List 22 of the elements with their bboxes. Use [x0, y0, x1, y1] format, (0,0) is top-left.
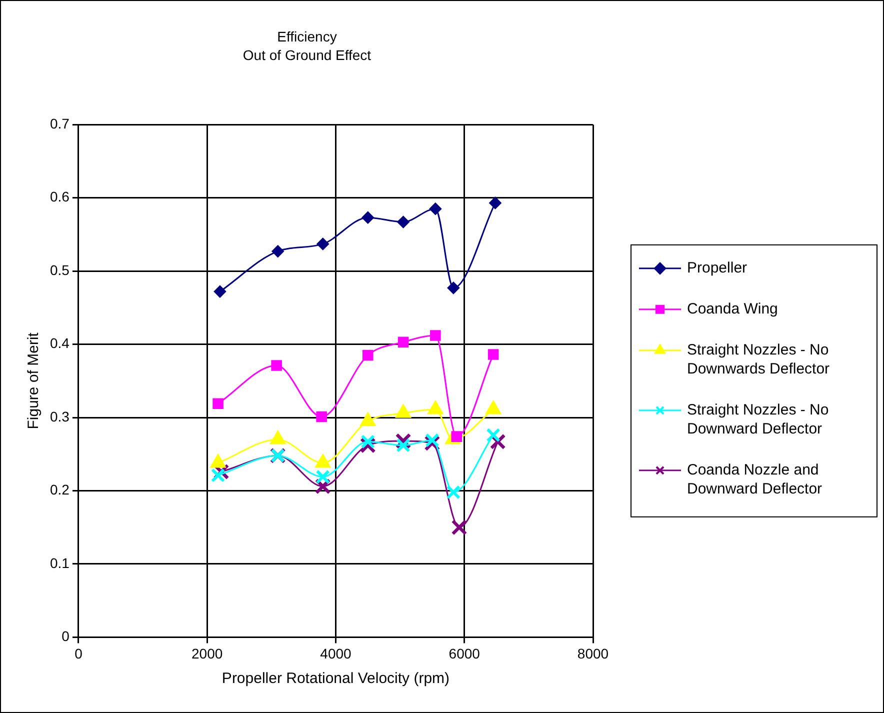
- chart-subtitle: Out of Ground Effect: [242, 47, 372, 64]
- y-tick-label: 0.3: [50, 408, 70, 424]
- y-tick-label: 0.5: [50, 262, 70, 278]
- x-tick-label: 4000: [320, 645, 352, 662]
- y-tick-label: 0.1: [50, 554, 70, 571]
- y-tick-label: 0.6: [50, 188, 70, 205]
- y-tick-label: 0.2: [50, 482, 70, 498]
- y-axis-title: Figure of Merit: [25, 332, 42, 430]
- y-tick-label: 0.4: [50, 335, 70, 352]
- y-tick-label: 0: [62, 628, 70, 644]
- legend-label: Coanda Wing: [687, 300, 778, 318]
- x-tick-label: 0: [74, 645, 83, 662]
- legend-label: Straight Nozzles - No Downwards Deflector: [687, 342, 830, 378]
- x-tick-label: 2000: [192, 645, 223, 662]
- legend-label: Coanda Nozzle and Downward Deflector: [687, 462, 822, 498]
- legend-label: Propeller: [687, 260, 748, 277]
- x-tick-label: 8000: [577, 645, 609, 662]
- x-axis-title: Propeller Rotational Velocity (rpm): [222, 670, 450, 688]
- legend-label: Straight Nozzles - No Downward Deflector: [687, 402, 829, 438]
- y-tick-label: 0.7: [50, 115, 70, 132]
- x-tick-label: 6000: [448, 645, 480, 662]
- chart-title: Efficiency: [277, 28, 337, 44]
